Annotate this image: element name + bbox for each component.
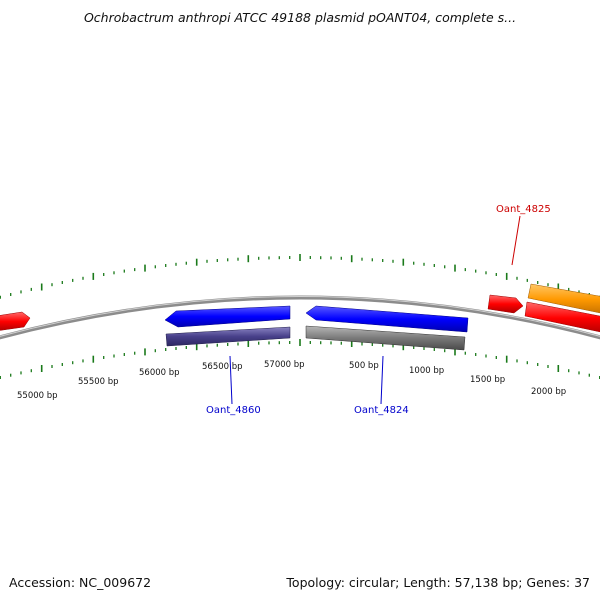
gene-label-oant-4860[interactable]: Oant_4860 xyxy=(206,405,261,416)
tick-label: 55500 bp xyxy=(78,377,119,387)
tick-label: 2000 bp xyxy=(531,387,566,397)
plasmid-backbone-highlight xyxy=(0,296,600,337)
accession-text: Accession: NC_009672 xyxy=(9,575,152,590)
plasmid-backbone xyxy=(0,295,600,340)
cds-arrow-right-edge[interactable] xyxy=(524,301,600,334)
cds-arrow-oant-4860[interactable] xyxy=(164,305,291,328)
topology-summary: Topology: circular; Length: 57,138 bp; G… xyxy=(286,575,590,590)
tick-label: 56500 bp xyxy=(202,362,243,372)
cds-arrow-oant-4825[interactable] xyxy=(487,294,524,314)
gene-label-leader-oant-4824 xyxy=(380,355,384,405)
gene-label-oant-4824[interactable]: Oant_4824 xyxy=(354,405,409,416)
tick-label: 1000 bp xyxy=(409,366,444,376)
gene-bar-oant-4824[interactable] xyxy=(305,325,466,351)
gene-label-leader-oant-4825 xyxy=(511,215,521,266)
gene-bar-oant-4860[interactable] xyxy=(165,326,291,347)
outer-tick-ring xyxy=(0,254,600,299)
gene-label-oant-4825[interactable]: Oant_4825 xyxy=(496,204,551,215)
tick-label: 500 bp xyxy=(349,361,379,371)
gene-bar-orange[interactable] xyxy=(527,283,600,315)
cds-arrow-oant-4824[interactable] xyxy=(305,305,469,333)
cds-arrow-left-edge[interactable] xyxy=(0,311,31,331)
tick-label: 55000 bp xyxy=(17,391,58,401)
tick-label: 1500 bp xyxy=(470,375,505,385)
tick-label: 56000 bp xyxy=(139,368,180,378)
gene-label-leader-oant-4860 xyxy=(229,355,233,405)
tick-label: 57000 bp xyxy=(264,360,305,370)
